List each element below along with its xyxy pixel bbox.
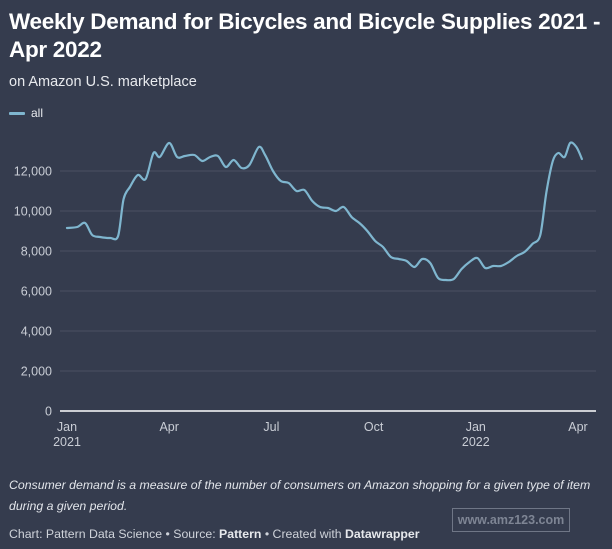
x-tick-label: Oct <box>364 420 384 434</box>
x-tick-sublabel: 2022 <box>462 435 490 449</box>
x-tick-label: Jan <box>466 420 486 434</box>
y-tick-label: 10,000 <box>14 205 52 219</box>
watermark: www.amz123.com <box>452 508 570 532</box>
y-tick-label: 4,000 <box>21 325 52 339</box>
gridlines <box>60 170 596 412</box>
byline-mid: • Created with <box>261 527 346 541</box>
y-tick-label: 0 <box>45 405 52 419</box>
series-group <box>65 141 583 282</box>
x-tick-label: Apr <box>568 420 587 434</box>
y-tick-label: 2,000 <box>21 365 52 379</box>
y-tick-label: 12,000 <box>14 165 52 179</box>
legend-label-all: all <box>31 106 44 120</box>
y-tick-label: 6,000 <box>21 285 52 299</box>
byline-prefix: Chart: Pattern Data Science • Source: <box>9 527 220 541</box>
legend: all <box>9 106 43 120</box>
y-axis-labels: 0 2,000 4,000 6,000 8,000 10,000 12,000 <box>14 165 52 419</box>
chart-subtitle: on Amazon U.S. marketplace <box>9 74 197 90</box>
datawrapper-link[interactable]: Datawrapper <box>345 527 420 541</box>
x-tick-sublabel: 2021 <box>53 435 81 449</box>
chart-notes: Consumer demand is a measure of the numb… <box>9 478 591 513</box>
legend-swatch-all <box>9 111 25 115</box>
chart-byline: Chart: Pattern Data Science • Source: Pa… <box>9 527 420 541</box>
x-tick-label: Apr <box>159 420 178 434</box>
x-tick-label: Jan <box>57 420 77 434</box>
source-link[interactable]: Pattern <box>219 527 262 541</box>
series-line-all <box>65 141 583 282</box>
x-tick-label: Jul <box>263 420 279 434</box>
chart-title: Weekly Demand for Bicycles and Bicycle S… <box>9 9 601 62</box>
y-tick-label: 8,000 <box>21 245 52 259</box>
